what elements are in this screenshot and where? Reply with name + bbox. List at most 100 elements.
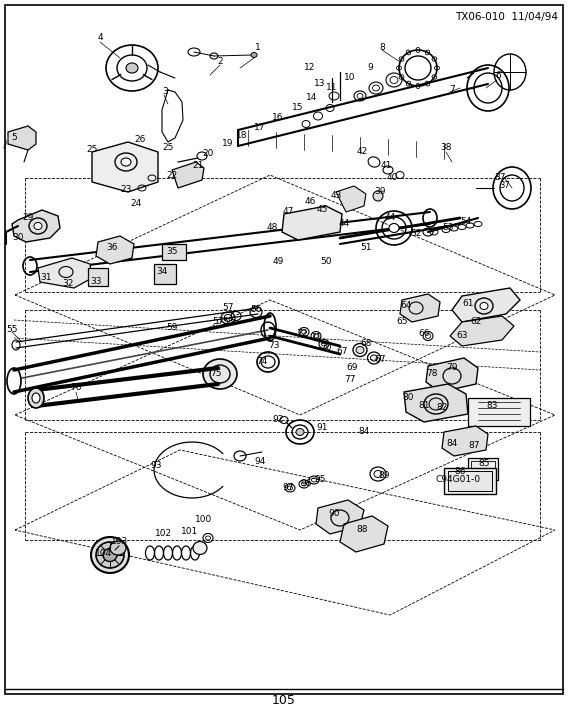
Text: 66: 66: [418, 330, 430, 338]
Polygon shape: [404, 384, 468, 422]
Text: 1: 1: [255, 43, 261, 52]
Text: 84: 84: [358, 428, 370, 437]
Text: 74: 74: [256, 357, 268, 367]
Text: 85: 85: [478, 459, 490, 469]
Text: 71: 71: [310, 333, 321, 342]
Polygon shape: [316, 500, 364, 534]
Text: 50: 50: [320, 257, 332, 267]
Text: 69: 69: [346, 364, 358, 372]
Text: 55: 55: [6, 325, 18, 335]
Text: 59: 59: [166, 323, 178, 333]
Text: 91: 91: [316, 423, 328, 432]
Text: 21: 21: [193, 160, 204, 169]
Text: 76: 76: [70, 384, 82, 393]
Text: 80: 80: [402, 393, 414, 403]
Text: 6: 6: [495, 72, 501, 81]
Text: 101: 101: [181, 527, 199, 537]
Polygon shape: [340, 516, 388, 552]
Polygon shape: [336, 186, 366, 212]
Text: 58: 58: [222, 318, 234, 327]
Text: 37: 37: [500, 181, 511, 189]
Polygon shape: [400, 294, 440, 322]
Text: 78: 78: [426, 369, 438, 379]
Text: 12: 12: [304, 64, 316, 72]
Text: 75: 75: [210, 369, 222, 379]
Text: 79: 79: [446, 364, 458, 372]
Text: 84: 84: [446, 440, 458, 449]
Text: 49: 49: [272, 257, 283, 267]
Text: 86: 86: [454, 467, 466, 476]
Bar: [471, 461, 495, 477]
Polygon shape: [282, 206, 342, 240]
Ellipse shape: [91, 537, 129, 573]
Text: 11: 11: [326, 84, 338, 92]
Polygon shape: [450, 316, 514, 346]
Ellipse shape: [203, 359, 237, 389]
Text: 7: 7: [449, 84, 455, 94]
Text: 41: 41: [381, 160, 392, 169]
Bar: [468, 458, 498, 480]
Text: 82: 82: [436, 403, 448, 413]
Ellipse shape: [121, 158, 131, 166]
Text: 73: 73: [268, 342, 280, 350]
Text: 15: 15: [293, 104, 304, 113]
Text: 2: 2: [217, 57, 223, 67]
Text: 103: 103: [111, 537, 128, 547]
Text: 56: 56: [250, 306, 262, 315]
Text: 52: 52: [410, 230, 421, 238]
Text: 62: 62: [470, 318, 482, 327]
Ellipse shape: [480, 303, 488, 310]
Text: 34: 34: [156, 267, 168, 277]
Text: 93: 93: [151, 462, 162, 471]
Bar: [444, 468, 496, 494]
Ellipse shape: [34, 223, 42, 230]
Text: 3: 3: [162, 87, 168, 96]
Text: 30: 30: [12, 233, 24, 242]
Text: 40: 40: [386, 174, 398, 182]
Text: 104: 104: [95, 549, 112, 559]
Bar: [468, 398, 530, 426]
Text: TX06-010  11/04/94: TX06-010 11/04/94: [455, 12, 558, 22]
Text: 29: 29: [22, 213, 34, 223]
Bar: [88, 268, 108, 286]
Text: 94: 94: [254, 457, 266, 467]
Text: 44: 44: [385, 213, 396, 223]
Text: 43: 43: [331, 191, 342, 201]
Text: 22: 22: [166, 170, 178, 179]
Text: 14: 14: [306, 94, 318, 103]
Text: 68: 68: [360, 340, 371, 349]
Polygon shape: [426, 358, 478, 392]
Polygon shape: [8, 126, 36, 150]
Polygon shape: [38, 258, 92, 288]
Text: 39: 39: [374, 187, 386, 196]
Text: 42: 42: [356, 147, 367, 157]
Text: 54: 54: [460, 218, 471, 226]
Text: 100: 100: [195, 515, 212, 525]
Text: 5: 5: [11, 133, 17, 143]
Text: 53: 53: [442, 223, 454, 233]
Text: 4: 4: [97, 33, 103, 43]
Polygon shape: [172, 162, 204, 188]
Ellipse shape: [373, 191, 383, 201]
Text: 83: 83: [486, 401, 498, 411]
Text: 10: 10: [344, 74, 356, 82]
Text: 45: 45: [316, 206, 328, 215]
Bar: [162, 244, 186, 260]
Ellipse shape: [28, 388, 44, 408]
Text: 36: 36: [106, 243, 118, 252]
Text: 92: 92: [272, 415, 283, 425]
Text: 63: 63: [456, 332, 468, 340]
Polygon shape: [92, 142, 158, 192]
Ellipse shape: [110, 541, 126, 555]
Text: 61: 61: [462, 299, 474, 308]
Text: 102: 102: [156, 530, 173, 539]
Text: 44: 44: [339, 220, 350, 228]
Text: 19: 19: [222, 140, 234, 148]
Text: C94G01-0: C94G01-0: [436, 476, 481, 484]
Text: 31: 31: [40, 274, 52, 282]
Polygon shape: [12, 210, 60, 242]
Text: 8: 8: [379, 43, 385, 52]
Text: 51: 51: [360, 243, 371, 252]
Text: 25: 25: [162, 143, 174, 152]
Ellipse shape: [96, 542, 124, 568]
